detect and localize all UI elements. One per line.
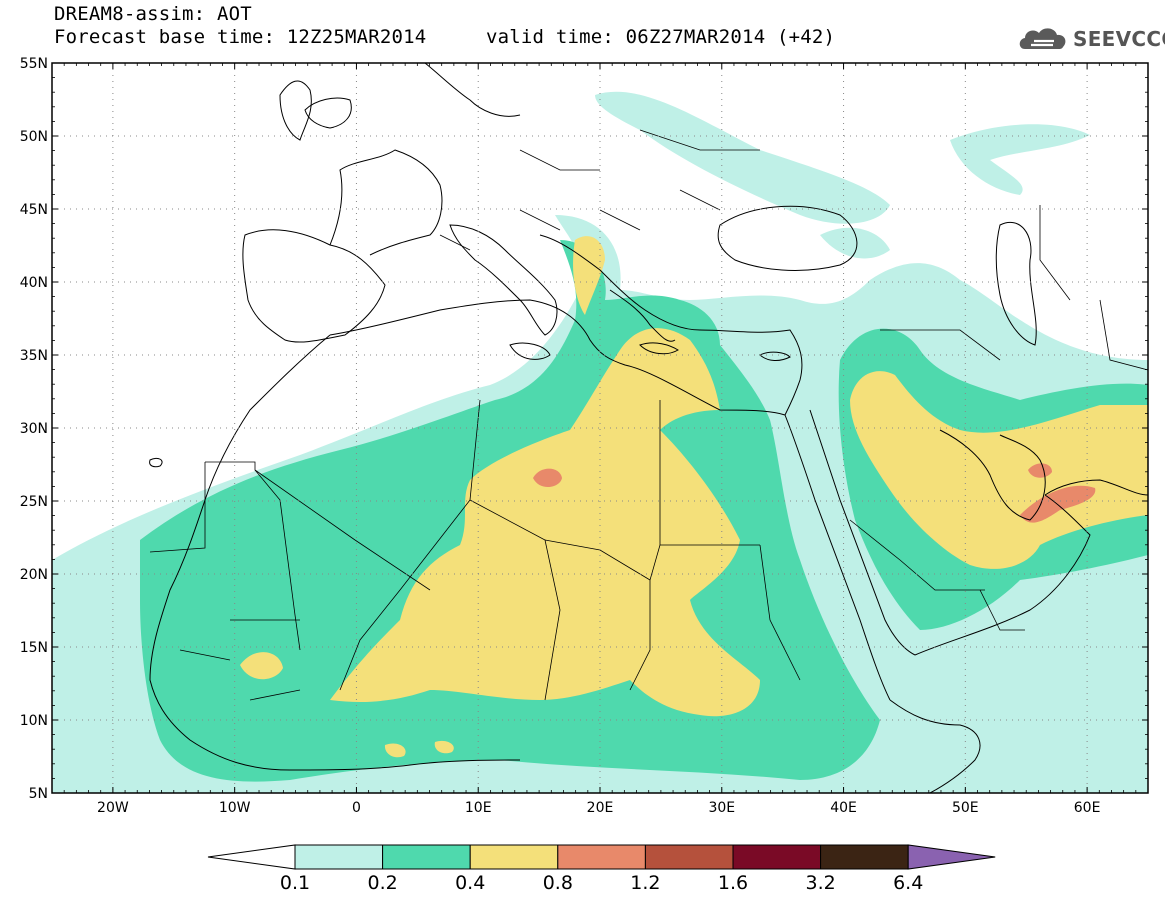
lon-label: 50E bbox=[952, 800, 979, 816]
colorbar-box bbox=[644, 844, 734, 870]
lon-label: 60E bbox=[1074, 800, 1101, 816]
lat-label: 50N bbox=[20, 129, 48, 145]
lat-label: 25N bbox=[20, 494, 48, 510]
lat-label: 40N bbox=[20, 275, 48, 291]
colorbar-label: 1.6 bbox=[718, 872, 748, 894]
colorbar-label: 0.2 bbox=[367, 872, 397, 894]
colorbar-label: 3.2 bbox=[805, 872, 835, 894]
colorbar-box bbox=[732, 844, 822, 870]
lat-label: 15N bbox=[20, 640, 48, 656]
colorbar: 0.1 0.2 0.4 0.8 1.2 1.6 3.2 6.4 bbox=[207, 844, 996, 894]
lon-label: 10E bbox=[465, 800, 492, 816]
valid-time: valid time: 06Z27MAR2014 (+42) bbox=[486, 26, 836, 48]
colorbar-label: 0.1 bbox=[280, 872, 310, 894]
colorbar-over-triangle bbox=[907, 844, 996, 870]
cloud-icon bbox=[1019, 28, 1066, 49]
country-borders bbox=[149, 129, 1148, 701]
lon-label: 20E bbox=[587, 800, 614, 816]
aot-field bbox=[52, 91, 1148, 793]
colorbar-label: 1.2 bbox=[630, 872, 660, 894]
logo-text: SEEVCCC bbox=[1073, 27, 1165, 51]
colorbar-box bbox=[294, 844, 384, 870]
lon-label: 10W bbox=[219, 800, 251, 816]
axis-ticks: 55N 50N 45N 40N 35N 30N 25N 20N 15N 10N 5N 20W 10W 0 1… bbox=[20, 56, 1149, 816]
lon-label: 0 bbox=[352, 800, 361, 816]
lat-label: 35N bbox=[20, 348, 48, 364]
lon-label: 20W bbox=[97, 800, 129, 816]
colorbar-label: 6.4 bbox=[893, 872, 923, 894]
lat-label: 20N bbox=[20, 567, 48, 583]
colorbar-label: 0.8 bbox=[543, 872, 573, 894]
coastlines bbox=[149, 63, 1148, 793]
colorbar-box bbox=[469, 844, 559, 870]
lon-label: 40E bbox=[830, 800, 857, 816]
lat-label: 45N bbox=[20, 202, 48, 218]
colorbar-box bbox=[382, 844, 471, 870]
lat-label: 5N bbox=[29, 786, 48, 802]
lon-label: 30E bbox=[708, 800, 735, 816]
map-title: DREAM8-assim: AOT bbox=[54, 3, 252, 25]
colorbar-box bbox=[557, 844, 646, 870]
colorbar-box bbox=[820, 844, 909, 870]
lat-label: 10N bbox=[20, 713, 48, 729]
forecast-base-time: Forecast base time: 12Z25MAR2014 valid ti… bbox=[54, 26, 836, 48]
lat-label: 55N bbox=[20, 56, 48, 72]
colorbar-label: 0.4 bbox=[455, 872, 485, 894]
seevccc-logo: SEEVCCC bbox=[1017, 24, 1165, 54]
colorbar-under-triangle bbox=[207, 844, 296, 870]
lat-label: 30N bbox=[20, 421, 48, 437]
